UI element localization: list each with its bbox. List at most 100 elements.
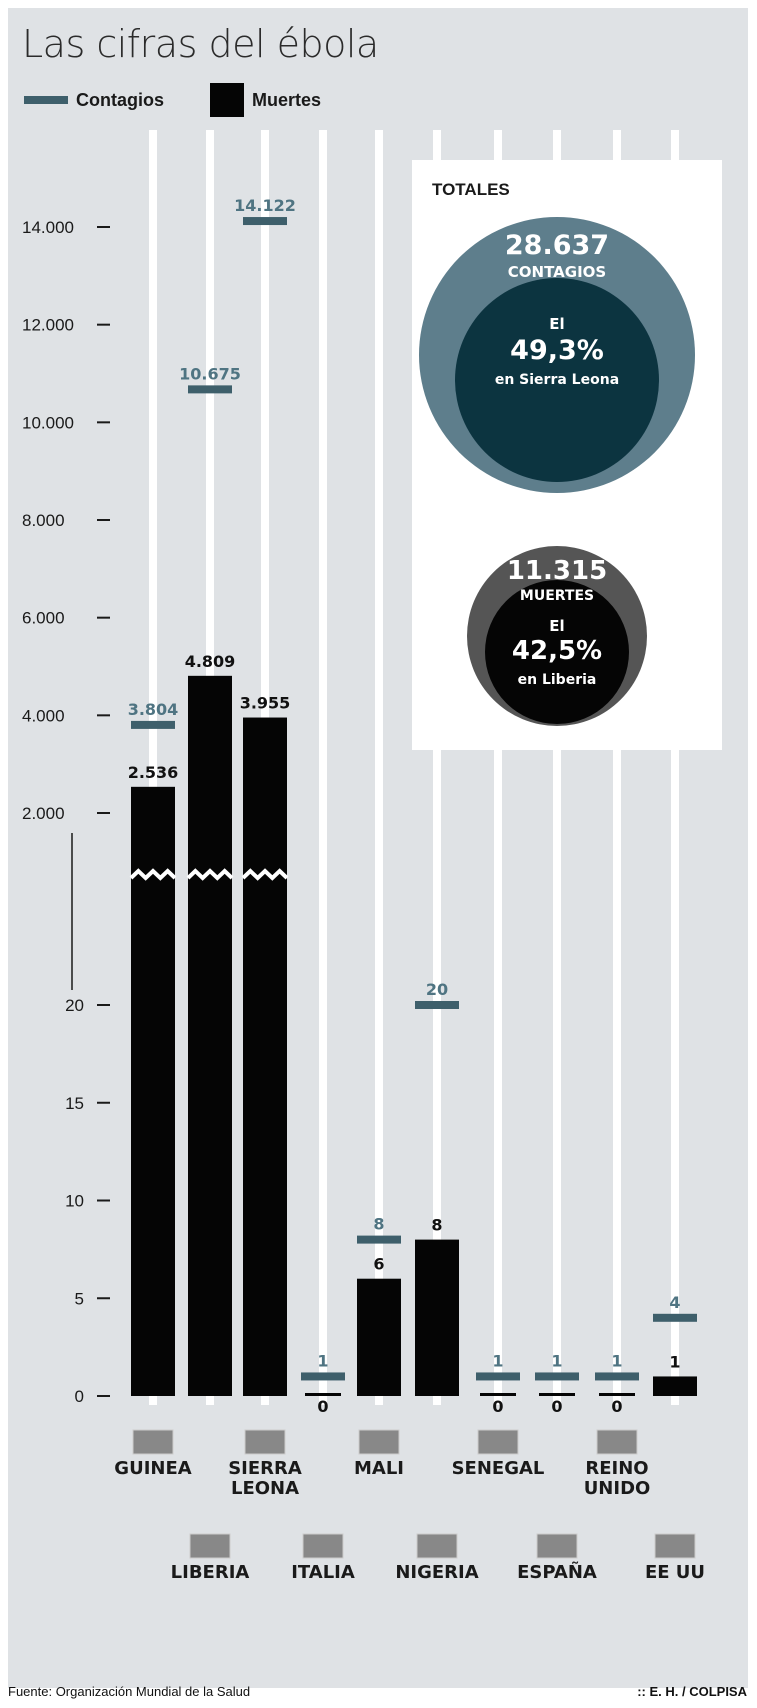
flag-icon-8: [596, 1429, 638, 1455]
flag-icon-2: [244, 1429, 286, 1455]
y-tick-label: 10.000: [22, 413, 74, 432]
y-tick-label: 15: [65, 1094, 84, 1113]
marker-contagios-3: [301, 1372, 345, 1381]
country-label-1: LIBERIA: [171, 1562, 250, 1583]
flag-icon-0: [132, 1429, 174, 1455]
country-label-3: ITALIA: [291, 1562, 355, 1583]
source-note: Fuente: Organización Mundial de la Salud: [8, 1684, 251, 1699]
label-contagios-0: 3.804: [128, 700, 179, 719]
label-contagios-9: 4: [669, 1293, 680, 1312]
bar-muertes-5: [415, 1239, 459, 1396]
y-tick-label: 20: [65, 996, 84, 1015]
totals-heading: TOTALES: [432, 180, 510, 199]
muertes-total-value: 11.315: [506, 556, 608, 586]
legend-contagios-label: Contagios: [76, 89, 164, 110]
bar-muertes-9: [653, 1376, 697, 1396]
country-label-4: MALI: [354, 1458, 404, 1479]
label-muertes-2: 3.955: [240, 694, 291, 713]
label-muertes-3: 0: [317, 1397, 328, 1416]
bar-muertes-7: [539, 1393, 575, 1396]
label-contagios-8: 1: [611, 1351, 622, 1370]
y-tick-label: 2.000: [22, 804, 65, 823]
totals-box: TOTALES 28.637 CONTAGIOS El 49,3% en Sie…: [412, 160, 722, 750]
muertes-percent: 42,5%: [511, 636, 603, 666]
bar-muertes-2: [243, 717, 287, 1396]
country-label-8: REINO: [585, 1458, 648, 1479]
marker-contagios-1: [188, 385, 232, 394]
muertes-el-label: El: [549, 617, 565, 635]
bar-muertes-0: [131, 786, 175, 1396]
bar-muertes-1: [188, 675, 232, 1396]
y-tick-label: 14.000: [22, 218, 74, 237]
legend-muertes-swatch: [210, 83, 244, 117]
bar-muertes-8: [599, 1393, 635, 1396]
marker-contagios-2: [243, 217, 287, 226]
label-muertes-4: 6: [373, 1255, 384, 1274]
flag-icon-7: [536, 1533, 578, 1559]
marker-contagios-0: [131, 720, 175, 729]
y-tick-label: 10: [65, 1192, 84, 1211]
contagios-where: en Sierra Leona: [494, 372, 620, 388]
y-tick-label: 12.000: [22, 316, 74, 335]
totals-circles: [419, 217, 695, 726]
flag-icon-4: [358, 1429, 400, 1455]
marker-contagios-5: [415, 1001, 459, 1009]
y-tick-label: 5: [75, 1289, 84, 1308]
column-guide-6: [494, 130, 502, 1405]
label-muertes-0: 2.536: [128, 763, 179, 782]
muertes-where: en Liberia: [517, 672, 597, 688]
country-label-2: SIERRA: [228, 1458, 302, 1479]
label-muertes-5: 8: [431, 1216, 442, 1235]
flag-icon-6: [477, 1429, 519, 1455]
bar-muertes-3: [305, 1393, 341, 1396]
axis-break-zigzag: [241, 868, 289, 881]
flag-icon-5: [416, 1533, 458, 1559]
country-label-2: LEONA: [231, 1478, 299, 1499]
column-guide-0: [149, 130, 157, 1405]
y-tick-label: 0: [75, 1387, 84, 1406]
label-contagios-4: 8: [373, 1215, 384, 1234]
country-label-7: ESPAÑA: [517, 1560, 597, 1583]
label-muertes-6: 0: [492, 1397, 503, 1416]
country-label-9: EE UU: [645, 1562, 705, 1583]
label-contagios-3: 1: [317, 1351, 328, 1370]
muertes-inner-circle: [485, 580, 629, 724]
flag-icon-1: [189, 1533, 231, 1559]
label-muertes-9: 1: [669, 1352, 680, 1371]
column-guide-9: [671, 130, 679, 1405]
bar-muertes-6: [480, 1393, 516, 1396]
label-contagios-1: 10.675: [179, 364, 241, 383]
legend-muertes-label: Muertes: [252, 89, 322, 110]
marker-contagios-6: [476, 1372, 520, 1381]
legend-muertes: Muertes: [210, 83, 322, 117]
contagios-el-label: El: [549, 315, 565, 333]
muertes-total-label: MUERTES: [519, 588, 595, 604]
label-contagios-5: 20: [426, 980, 448, 999]
axis-break-zigzag: [129, 868, 177, 881]
flag-icon-9: [654, 1533, 696, 1559]
marker-contagios-7: [535, 1372, 579, 1381]
country-label-8: UNIDO: [584, 1478, 651, 1499]
marker-contagios-8: [595, 1372, 639, 1381]
y-tick-label: 4.000: [22, 706, 65, 725]
chart-title: Las cifras del ébola: [22, 22, 379, 66]
contagios-inner-circle: [455, 278, 659, 482]
y-tick-label: 8.000: [22, 511, 65, 530]
label-muertes-1: 4.809: [185, 652, 236, 671]
y-tick-label: 6.000: [22, 609, 65, 628]
country-label-5: NIGERIA: [395, 1562, 478, 1583]
label-muertes-8: 0: [611, 1397, 622, 1416]
column-guide-7: [553, 130, 561, 1405]
label-contagios-6: 1: [492, 1351, 503, 1370]
credit: :: E. H. / COLPISA: [637, 1684, 747, 1699]
flag-icon-3: [302, 1533, 344, 1559]
column-guide-5: [433, 130, 441, 1405]
contagios-total-value: 28.637: [504, 230, 610, 261]
column-guide-4: [375, 130, 383, 1405]
marker-contagios-4: [357, 1235, 401, 1244]
legend-contagios-swatch: [24, 96, 68, 104]
legend-contagios: Contagios: [24, 86, 164, 114]
axis-break-zigzag: [186, 868, 234, 881]
column-guide-8: [613, 130, 621, 1405]
